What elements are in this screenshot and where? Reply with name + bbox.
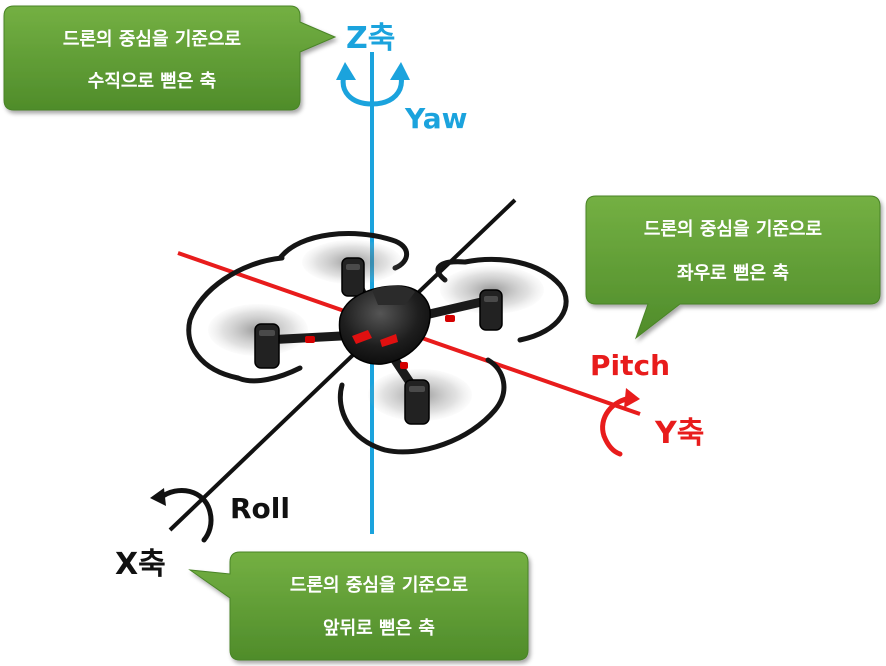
roll-arrowhead-icon [150,488,166,506]
z-axis-label: Z축 [346,21,395,56]
yaw-arrowhead-left-icon [336,62,356,80]
callout-y-axis [585,195,881,340]
pitch-arrowhead-icon [624,388,640,408]
callout-z-axis [3,5,337,111]
callout-z-line1: 드론의 중심을 기준으로 [63,29,241,50]
callout-y-line1: 드론의 중심을 기준으로 [644,219,822,240]
y-axis-label: Y축 [654,416,704,451]
callout-x-axis [188,551,529,661]
x-axis-line [168,198,517,532]
callout-z-line2: 수직으로 뻗은 축 [88,71,216,92]
pitch-rotation-arrow-icon [600,395,635,457]
roll-rotation-arrow-icon [157,488,214,543]
callout-x-line2: 앞뒤로 뻗은 축 [323,618,435,639]
roll-label: Roll [230,492,290,525]
x-axis-label: X축 [115,547,166,582]
pitch-label: Pitch [590,349,670,382]
yaw-label: Yaw [404,102,467,135]
callout-x-line1: 드론의 중심을 기준으로 [290,575,468,596]
quadcopter-drone-icon [186,231,569,455]
callout-y-line2: 좌우로 뻗은 축 [677,263,789,284]
yaw-arrowhead-right-icon [390,62,410,80]
yaw-rotation-arrow-icon [340,69,404,107]
